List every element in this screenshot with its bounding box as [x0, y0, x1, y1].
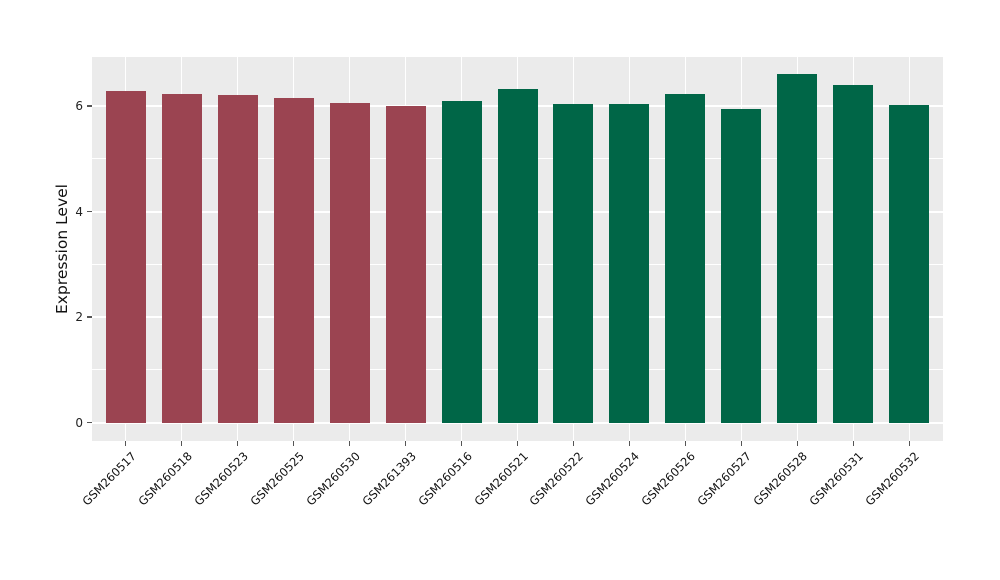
y-tick-mark	[87, 105, 92, 107]
y-tick-mark	[87, 316, 92, 318]
bar-GSM260518	[161, 93, 202, 423]
x-tick-mark	[684, 441, 687, 446]
x-tick-mark	[740, 441, 743, 446]
x-tick-label-GSM260522: GSM260522	[526, 449, 587, 509]
x-tick-mark	[572, 441, 575, 446]
x-tick-label-GSM260525: GSM260525	[247, 449, 307, 509]
x-tick-label-GSM260516: GSM260516	[414, 449, 475, 509]
x-tick-mark	[628, 441, 631, 446]
y-tick-label: 4	[75, 204, 83, 219]
x-tick-mark	[908, 441, 911, 446]
y-tick-mark	[87, 210, 92, 213]
bar-GSM260528	[777, 73, 818, 423]
y-tick-mark	[87, 421, 92, 424]
bar-GSM260526	[665, 94, 706, 423]
y-tick-label: 2	[75, 310, 83, 325]
bar-GSM260524	[609, 104, 650, 423]
x-tick-label-GSM260523: GSM260523	[191, 449, 251, 509]
x-tick-label-GSM260527: GSM260527	[694, 449, 755, 509]
x-tick-label-GSM260518: GSM260518	[135, 449, 195, 509]
bar-GSM260532	[889, 105, 930, 423]
x-tick-mark	[348, 441, 351, 446]
bar-GSM260517	[105, 90, 146, 423]
bar-GSM260531	[833, 85, 874, 423]
bar-GSM260523	[217, 94, 258, 423]
bar-GSM260521	[497, 88, 538, 423]
plot-panel	[92, 57, 943, 441]
x-tick-mark	[292, 441, 295, 446]
x-tick-mark	[852, 441, 855, 446]
x-tick-mark	[180, 441, 183, 446]
x-tick-label-GSM261393: GSM261393	[358, 449, 419, 509]
x-tick-label-GSM260521: GSM260521	[470, 449, 531, 509]
bar-GSM260527	[721, 108, 762, 423]
x-tick-label-GSM260517: GSM260517	[79, 449, 139, 509]
x-tick-mark	[460, 441, 463, 446]
x-tick-label-GSM260530: GSM260530	[303, 449, 363, 509]
bar-GSM260516	[441, 100, 482, 423]
x-tick-label-GSM260531: GSM260531	[806, 449, 867, 509]
x-tick-mark	[516, 441, 519, 446]
x-tick-mark	[796, 441, 799, 446]
y-tick-label: 0	[75, 415, 83, 430]
bar-GSM260530	[329, 103, 370, 423]
x-tick-label-GSM260526: GSM260526	[638, 449, 699, 509]
x-tick-label-GSM260524: GSM260524	[582, 449, 643, 509]
y-axis-title: Expression Level	[53, 184, 71, 314]
bar-GSM260522	[553, 104, 594, 423]
bar-GSM261393	[385, 106, 426, 423]
y-tick-label: 6	[75, 99, 83, 114]
x-tick-mark	[236, 441, 239, 446]
x-tick-label-GSM260528: GSM260528	[750, 449, 811, 509]
x-tick-mark	[124, 441, 127, 446]
x-tick-label-GSM260532: GSM260532	[862, 449, 923, 509]
bar-GSM260525	[273, 97, 314, 423]
x-tick-mark	[404, 441, 407, 446]
